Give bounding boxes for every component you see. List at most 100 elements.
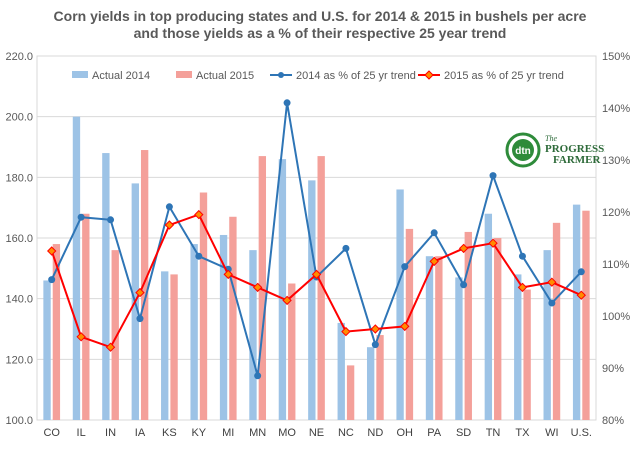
dtn-logo-inner — [512, 139, 534, 161]
point-2015-pct-trend — [488, 238, 498, 248]
bar-actual-2015 — [140, 150, 149, 421]
x-tick-label: PA — [427, 427, 442, 439]
x-tick-label: WI — [545, 427, 558, 439]
line-2015-pct-trend — [50, 213, 582, 349]
point-2015-pct-trend — [547, 277, 557, 287]
bar-actual-2015 — [582, 210, 590, 420]
point-2015-pct-trend — [76, 332, 86, 342]
bar-actual-2015 — [552, 222, 561, 420]
legend: Actual 2014 Actual 2015 2014 as % of 25 yr… — [72, 70, 564, 82]
x-tick-label: ND — [367, 427, 383, 439]
x-tick-label: NE — [309, 427, 324, 439]
point-2014-pct-trend — [165, 203, 173, 211]
bar-actual-2014 — [219, 234, 228, 420]
bar-actual-2015 — [346, 365, 355, 420]
bar-actual-2014 — [455, 277, 463, 420]
bar-actual-2014 — [396, 189, 404, 420]
dtn-logo-text: dtn — [515, 146, 531, 157]
bar-actual-2015 — [405, 228, 414, 420]
x-tick-label: SD — [456, 427, 471, 439]
point-2014-pct-trend — [48, 276, 56, 284]
legend-actual-2014-label: Actual 2014 — [92, 70, 150, 82]
point-2015-pct-trend — [282, 295, 292, 306]
grid-lines — [37, 116, 596, 360]
legend-actual-2014-swatch — [72, 71, 88, 78]
point-2014-pct-trend — [283, 99, 291, 107]
logo-the: The — [545, 134, 557, 143]
y-left-tick-label: 100.0 — [5, 415, 33, 427]
y-right-tick-label: 90% — [602, 363, 624, 375]
y-left-tick-label: 160.0 — [5, 233, 33, 245]
x-tick-label: IN — [105, 427, 116, 439]
bar-actual-2014 — [514, 274, 522, 420]
x-tick-label: TN — [486, 427, 501, 439]
x-tick-label: OH — [397, 427, 414, 439]
bar-actual-2015 — [288, 283, 296, 420]
point-2014-pct-trend — [401, 263, 409, 271]
bar-actual-2014 — [484, 213, 493, 420]
bar-actual-2014 — [308, 180, 316, 420]
point-2015-pct-trend — [341, 326, 351, 337]
point-2015-pct-trend — [458, 243, 469, 254]
bar-actual-2015 — [464, 231, 472, 420]
y-right-tick-label: 80% — [602, 415, 624, 427]
bar-actual-2014 — [161, 271, 169, 420]
point-2015-pct-trend — [194, 209, 204, 220]
bar-actual-2015 — [170, 274, 178, 420]
x-tick-label: MI — [222, 427, 234, 439]
point-2014-pct-trend — [136, 315, 144, 323]
point-2015-pct-trend — [47, 246, 57, 256]
x-tick-label: IA — [135, 427, 146, 439]
bar-actual-2015 — [258, 156, 267, 420]
point-2015-pct-trend — [576, 290, 586, 300]
legend-2015-pct-trend-marker — [424, 70, 434, 80]
point-2015-pct-trend — [252, 282, 263, 293]
y-left-tick-label: 220.0 — [5, 51, 33, 63]
bar-actual-2014 — [572, 204, 581, 420]
logo-progressive: PROGRESSIVE — [545, 143, 605, 155]
x-tick-label: IL — [77, 427, 86, 439]
point-2014-pct-trend — [371, 341, 379, 349]
progressive-farmer-logo: dtn The PROGRESSIVE FARMER — [505, 130, 624, 170]
x-tick-label: MO — [278, 427, 296, 439]
y-right-tick-label: 120% — [602, 207, 630, 219]
x-tick-label: TX — [515, 427, 530, 439]
point-2014-pct-trend — [77, 213, 85, 221]
legend-actual-2015-label: Actual 2015 — [196, 70, 254, 82]
point-2015-pct-trend — [311, 269, 322, 280]
x-tick-label: NC — [338, 427, 354, 439]
y-right-tick-label: 110% — [602, 259, 630, 271]
point-2014-pct-trend — [489, 172, 497, 180]
point-2015-pct-trend — [164, 220, 175, 230]
chart-title-line-2: and those yields as a % of their respect… — [133, 25, 507, 41]
series-lines — [47, 99, 586, 380]
point-2014-pct-trend — [342, 244, 350, 252]
point-2014-pct-trend — [577, 268, 585, 276]
x-tick-label: U.S. — [571, 427, 592, 439]
bar-actual-2015 — [494, 238, 502, 420]
x-tick-label: CO — [43, 427, 60, 439]
legend-2014-pct-trend-marker — [278, 72, 284, 78]
legend-actual-2015-swatch — [176, 71, 192, 78]
bar-actual-2014 — [43, 280, 51, 420]
chart-title: Corn yields in top producing states and … — [0, 8, 640, 42]
bar-actual-2014 — [278, 159, 287, 420]
bar-actual-2014 — [366, 347, 375, 420]
bar-actual-2015 — [52, 244, 61, 420]
bar-actual-2014 — [190, 244, 198, 420]
point-2015-pct-trend — [429, 256, 439, 267]
point-2014-pct-trend — [254, 372, 262, 380]
point-2015-pct-trend — [400, 321, 410, 332]
point-2015-pct-trend — [370, 324, 381, 334]
y-right-tick-label: 140% — [602, 103, 630, 115]
point-2014-pct-trend — [430, 229, 438, 237]
y-right-tick-label: 150% — [602, 51, 630, 63]
bar-actual-2014 — [72, 116, 81, 421]
point-2014-pct-trend — [518, 252, 526, 260]
point-2015-pct-trend — [223, 269, 233, 280]
x-tick-label: KS — [162, 427, 177, 439]
x-tick-label: MN — [249, 427, 266, 439]
bar-actual-2014 — [543, 250, 551, 420]
point-2014-pct-trend — [548, 299, 556, 307]
